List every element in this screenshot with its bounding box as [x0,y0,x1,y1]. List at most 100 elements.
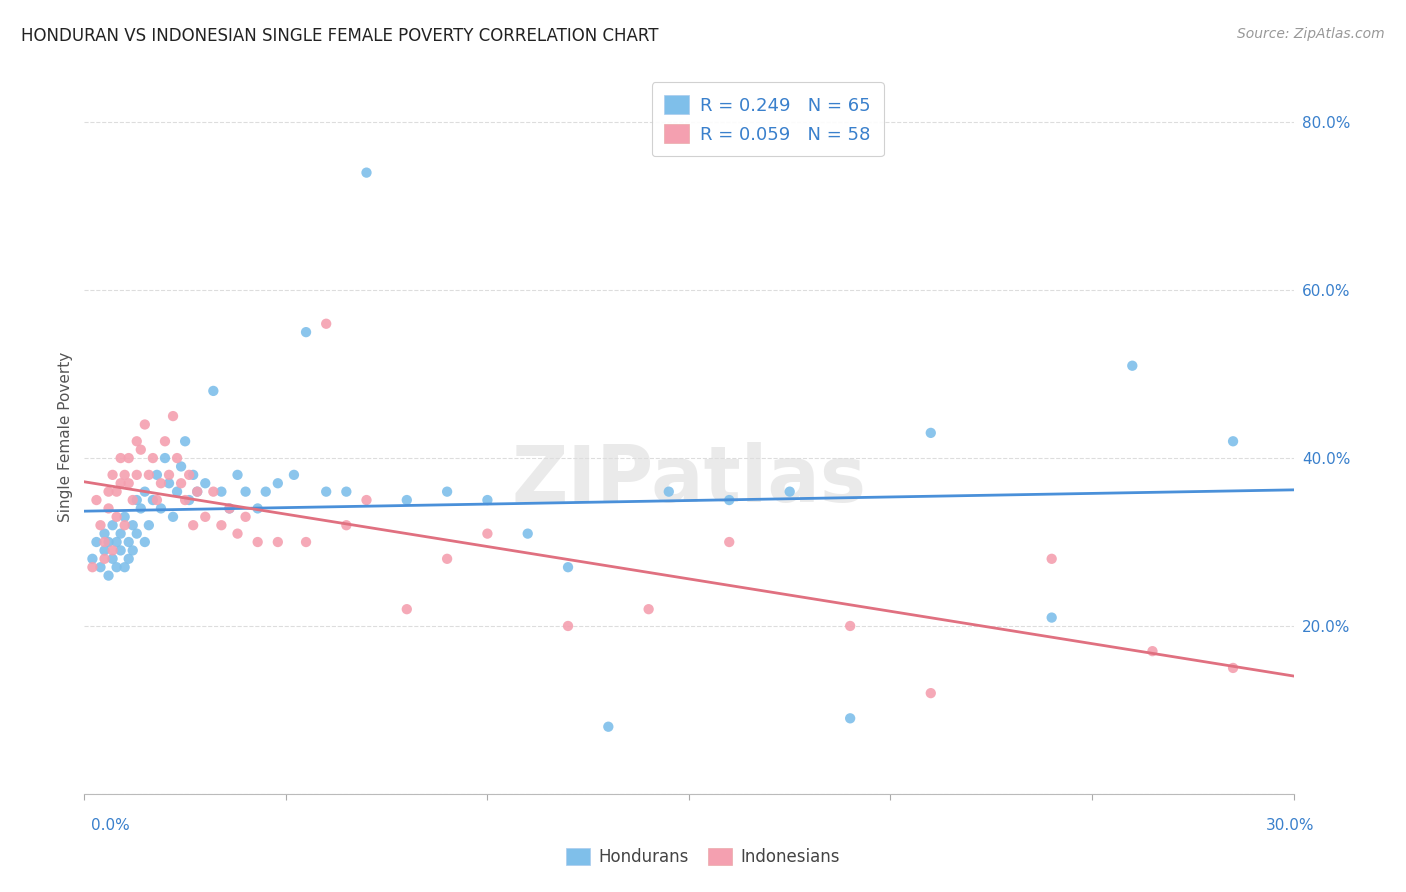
Point [246,501,269,516]
Point [105,484,128,499]
Point [97,568,120,582]
Point [436,484,458,499]
Point [179,467,201,482]
Point [194,509,217,524]
Point [146,493,169,508]
Text: Source: ZipAtlas.com: Source: ZipAtlas.com [1237,27,1385,41]
Point [202,484,225,499]
Point [779,484,801,499]
Point [267,535,290,549]
Text: 30.0%: 30.0% [1267,818,1315,832]
Point [101,543,124,558]
Point [157,476,180,491]
Point [356,166,378,180]
Point [1142,644,1164,658]
Point [149,476,172,491]
Point [718,535,741,549]
Point [97,535,120,549]
Point [125,493,148,508]
Point [125,434,148,449]
Point [105,560,128,574]
Point [105,509,128,524]
Point [516,526,538,541]
Point [194,476,217,491]
Point [86,535,108,549]
Point [114,509,136,524]
Point [1040,551,1063,566]
Point [226,526,249,541]
Point [162,509,184,524]
Point [121,518,143,533]
Point [146,467,169,482]
Point [315,484,337,499]
Point [395,602,418,616]
Point [166,484,188,499]
Y-axis label: Single Female Poverty: Single Female Poverty [58,352,73,522]
Point [129,501,152,516]
Point [89,560,111,574]
Point [93,535,115,549]
Point [283,467,305,482]
Point [637,602,659,616]
Point [118,476,141,491]
Point [174,434,197,449]
Point [254,484,277,499]
Point [181,518,204,533]
Point [170,459,193,474]
Point [335,484,357,499]
Text: ZIPatlas: ZIPatlas [512,442,866,518]
Point [138,467,160,482]
Point [125,467,148,482]
Point [174,493,197,508]
Point [267,476,290,491]
Point [557,560,579,574]
Point [82,560,104,574]
Point [110,476,132,491]
Point [209,484,232,499]
Point [658,484,681,499]
Point [179,493,201,508]
Point [93,526,115,541]
Point [93,543,115,558]
Legend: R = 0.249   N = 65, R = 0.059   N = 58: R = 0.249 N = 65, R = 0.059 N = 58 [651,82,883,156]
Point [118,551,141,566]
Point [89,518,111,533]
Point [557,619,579,633]
Point [477,526,499,541]
Point [235,509,257,524]
Point [162,409,184,423]
Point [138,518,160,533]
Text: 0.0%: 0.0% [91,818,131,832]
Legend: Hondurans, Indonesians: Hondurans, Indonesians [560,841,846,873]
Point [114,467,136,482]
Point [235,484,257,499]
Point [166,451,188,466]
Point [718,493,741,508]
Point [218,501,240,516]
Point [1222,661,1244,675]
Point [598,720,620,734]
Point [920,686,942,700]
Point [97,484,120,499]
Point [134,484,156,499]
Point [295,325,318,339]
Text: HONDURAN VS INDONESIAN SINGLE FEMALE POVERTY CORRELATION CHART: HONDURAN VS INDONESIAN SINGLE FEMALE POV… [21,27,658,45]
Point [153,434,176,449]
Point [202,384,225,398]
Point [97,501,120,516]
Point [218,501,240,516]
Point [335,518,357,533]
Point [114,518,136,533]
Point [436,551,458,566]
Point [101,551,124,566]
Point [1040,610,1063,624]
Point [315,317,337,331]
Point [110,543,132,558]
Point [839,619,862,633]
Point [114,560,136,574]
Point [134,535,156,549]
Point [129,442,152,457]
Point [142,451,165,466]
Point [110,526,132,541]
Point [839,711,862,725]
